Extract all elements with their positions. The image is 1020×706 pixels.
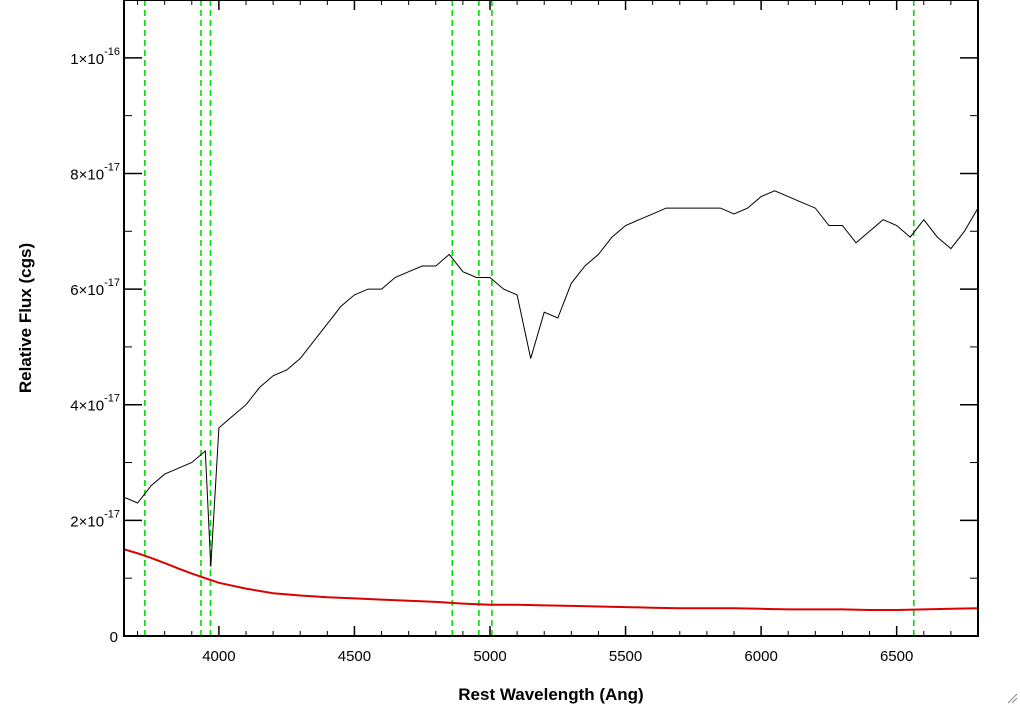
y-tick-label: 2×10-17	[70, 508, 120, 530]
y-axis-label: Relative Flux (cgs)	[16, 243, 35, 393]
resize-grip-icon[interactable]	[1006, 692, 1018, 704]
plot-frame	[123, 0, 979, 637]
series-line-0	[123, 190, 979, 567]
x-axis-ticks: 4000 4500 5000 5500 6000 6500	[137, 0, 979, 665]
y-tick-label: 8×10-17	[70, 161, 120, 183]
x-tick-label: 6500	[880, 648, 913, 665]
y-tick-label: 0	[110, 629, 118, 646]
x-tick-label: 5500	[609, 648, 642, 665]
x-tick-label: 5000	[473, 648, 506, 665]
y-tick-label: 1×10-16	[70, 46, 120, 68]
reference-lines	[144, 0, 915, 636]
y-tick-label: 6×10-17	[70, 277, 120, 299]
series-layer	[123, 190, 979, 611]
x-tick-label: 4000	[202, 648, 235, 665]
y-axis-ticks: 0 2×10-17 4×10-17 6×10-17 8×10-17 1×10-16	[70, 46, 978, 646]
x-tick-label: 6000	[744, 648, 777, 665]
x-axis-label: Rest Wavelength (Ang)	[458, 685, 643, 704]
y-tick-label: 4×10-17	[70, 393, 120, 415]
series-line-1	[123, 548, 979, 611]
x-tick-label: 4500	[338, 648, 371, 665]
